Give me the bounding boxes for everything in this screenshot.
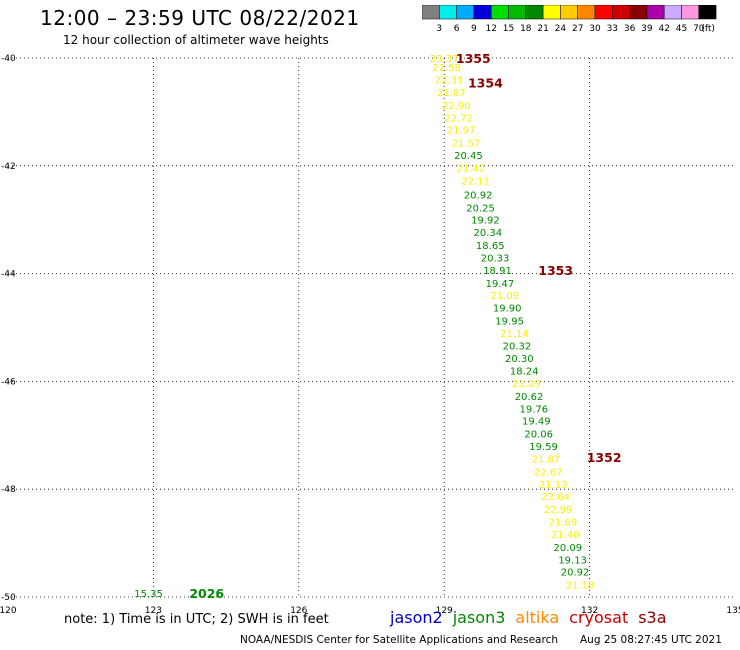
satellite-cryosat: cryosat [569,608,629,627]
swh-point: 21.97 [447,126,476,137]
color-label-27: 27 [572,24,583,34]
pass-number-label: 1353 [538,263,573,278]
color-label-12: 12 [485,24,496,34]
x-tick-label: 126 [290,606,307,616]
x-tick-label: 123 [145,606,162,616]
units-note: note: 1) Time is in UTC; 2) SWH is in fe… [64,612,329,627]
color-label-33: 33 [607,24,618,34]
generation-timestamp: Aug 25 08:27:45 UTC 2021 [580,634,722,646]
swh-point: 20.30 [505,354,534,365]
color-label-42: 42 [658,24,669,34]
color-label-18: 18 [520,24,532,34]
swh-point: 19.49 [522,417,551,428]
satellite-legend: jason2 jason3 altika cryosat s3a [390,608,677,627]
swh-point: 19.76 [520,404,549,415]
swh-point: 19.47 [486,279,515,290]
swh-point: 15.35 [134,589,163,600]
swh-point: 21.13 [539,480,568,491]
swh-point: 20.32 [503,341,532,352]
swh-point: 20.92 [561,568,590,579]
x-tick-label: 135 [726,606,740,616]
color-swatch-16 [698,5,717,20]
color-label-6: 6 [454,24,460,34]
y-tick-label: -40 [1,54,16,64]
swh-point: 20.25 [466,203,495,214]
color-label-39: 39 [641,24,653,34]
swh-point: 21.40 [551,530,580,541]
swh-point: 23.37 [430,54,459,65]
color-label-70: 70 [693,24,705,34]
swh-point: 21.42 [457,163,486,174]
swh-point: 22.11 [461,176,490,187]
swh-point: 22.64 [541,492,570,503]
y-tick-label: -44 [1,270,16,280]
swh-point: 18.91 [483,266,512,277]
satellite-altika: altika [515,608,560,627]
swh-point: 20.34 [473,228,502,239]
satellite-jason3: jason3 [452,608,506,627]
swh-point: 20.62 [515,392,544,403]
wave-height-plot: 120 123 126 129 132 135 -40 -42 -44 -46 -48 -50 23.3… [0,51,740,616]
pass-number-label: 1352 [587,450,622,465]
y-tick-label: -50 [1,593,16,603]
swh-point: 19.95 [495,316,524,327]
color-label-3: 3 [436,24,442,34]
pass-number-label: 2026 [189,586,224,601]
swh-point: 22.58 [432,63,461,74]
credit-line: NOAA/NESDIS Center for Satellite Applica… [240,634,558,646]
pass-number-label: 1354 [468,75,503,90]
swh-point: 22.31 [435,76,464,87]
swh-point: 18.65 [476,241,505,252]
swh-point: 21.09 [490,291,519,302]
swh-point: 20.33 [481,253,510,264]
swh-point: 19.90 [493,304,522,315]
color-label-24: 24 [555,24,567,34]
swh-point: 21.87 [437,88,466,99]
swh-point: 22.72 [444,113,473,124]
swh-point: 21.09 [512,379,541,390]
swh-point: 21.18 [566,581,595,592]
swh-point: 22.99 [544,505,573,516]
color-label-15: 15 [503,24,514,34]
y-tick-label: -42 [1,162,16,172]
color-label-9: 9 [471,24,477,34]
chart-title: 12:00 – 23:59 UTC 08/22/2021 [40,6,360,30]
satellite-jason2: jason2 [390,608,443,627]
x-tick-label: 129 [436,606,453,616]
color-label-36: 36 [624,24,636,34]
color-label-21: 21 [537,24,548,34]
swh-point: 21.57 [452,139,481,150]
swh-point: 20.09 [553,543,582,554]
color-label-45: 45 [676,24,687,34]
swh-point: 20.45 [454,151,483,162]
y-tick-label: -48 [1,485,16,495]
satellite-s3a: s3a [638,608,667,627]
swh-point: 19.92 [471,216,500,227]
swh-point: 21.87 [532,454,561,465]
swh-point: 21.14 [500,329,529,340]
swh-point: 20.92 [464,190,493,201]
swh-point: 22.67 [534,467,563,478]
color-scale-legend: 3 6 9 12 15 18 21 24 27 30 33 36 39 42 45 70(ft) [422,5,717,34]
x-tick-label: 132 [581,606,598,616]
y-tick-label: -46 [1,377,16,387]
color-unit: (ft) [701,24,715,34]
swh-point: 22.90 [442,101,471,112]
swh-point: 20.06 [524,430,553,441]
swh-point: 19.13 [558,555,587,566]
color-label-30: 30 [589,24,601,34]
swh-point: 21.69 [549,518,578,529]
swh-point: 19.59 [529,442,558,453]
pass-number-label: 1355 [456,51,491,66]
chart-subtitle: 12 hour collection of altimeter wave hei… [63,33,329,47]
swh-point: 18.24 [510,367,539,378]
x-tick-label: 120 [0,606,17,616]
